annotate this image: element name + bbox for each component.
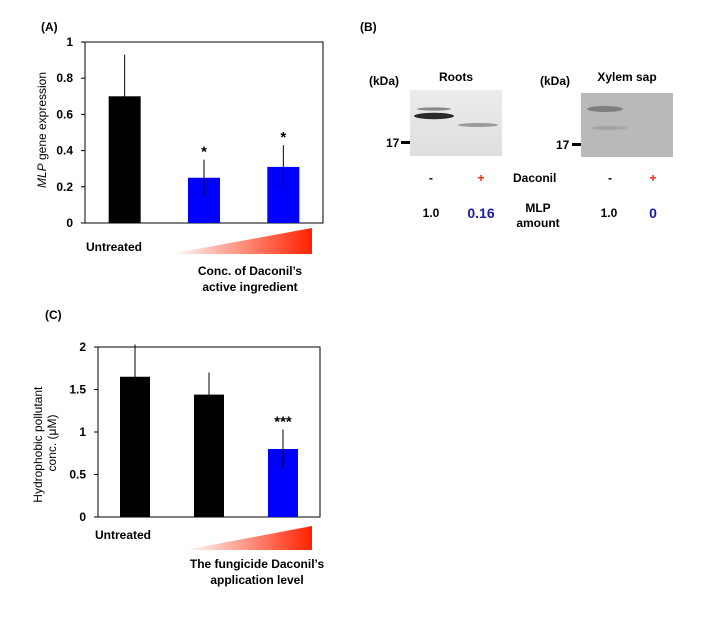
chart-a-ytick-label: 0.8 bbox=[56, 71, 73, 85]
chart-a-ytick-label: 0 bbox=[66, 216, 73, 230]
lane-plus-xylem: + bbox=[649, 171, 657, 185]
amount-plus-roots: 0.16 bbox=[467, 205, 495, 221]
chart-a-gradient-wedge bbox=[170, 228, 312, 254]
kda-label-xylem: (kDa) bbox=[540, 74, 571, 88]
lane-minus-roots: - bbox=[429, 171, 433, 185]
lane-plus-roots: + bbox=[477, 171, 485, 185]
panel-c-label: (C) bbox=[45, 308, 62, 322]
chart-a: 0 0.2 0.4 0.6 0.8 1 * * MLP gene expression Unt… bbox=[35, 35, 324, 294]
chart-c-ytick-label: 0.5 bbox=[69, 468, 86, 482]
panel-b-label: (B) bbox=[360, 20, 377, 34]
chart-c-ylabel: Hydrophobic pollutant conc. (μM) bbox=[31, 383, 59, 502]
chart-a-untreated-label: Untreated bbox=[86, 240, 142, 254]
blot-title-roots: Roots bbox=[439, 70, 473, 84]
marker-tick-roots bbox=[401, 141, 411, 144]
marker-17-roots: 17 bbox=[386, 136, 400, 150]
chart-a-caption-line1: Conc. of Daconil’s bbox=[198, 264, 303, 278]
chart-c: 0 0.5 1 1.5 2 *** Hydrophobic pollutant conc.… bbox=[31, 340, 325, 587]
blot-title-xylem: Xylem sap bbox=[597, 70, 657, 84]
chart-c-untreated-label: Untreated bbox=[95, 528, 151, 542]
row-label-mlp: MLP bbox=[525, 201, 551, 215]
lane-minus-xylem: - bbox=[608, 171, 612, 185]
chart-a-ytick-label: 0.4 bbox=[56, 144, 73, 158]
chart-a-ytick-label: 0.2 bbox=[56, 180, 73, 194]
chart-c-ytick-label: 1.5 bbox=[69, 383, 86, 397]
chart-a-caption-line2: active ingredient bbox=[202, 280, 297, 294]
amount-minus-xylem: 1.0 bbox=[600, 206, 618, 220]
marker-tick-xylem bbox=[572, 143, 582, 146]
panel-a-label: (A) bbox=[41, 20, 58, 34]
chart-a-significance-2: * bbox=[201, 144, 207, 161]
row-label-mlp-amount: MLP amount bbox=[508, 201, 568, 231]
row-label-daconil: Daconil bbox=[513, 171, 557, 185]
chart-c-caption-line1: The fungicide Daconil’s bbox=[190, 557, 325, 571]
chart-a-ytick-label: 1 bbox=[66, 35, 73, 49]
chart-c-ytick-label: 2 bbox=[79, 340, 86, 354]
kda-label-roots: (kDa) bbox=[369, 74, 400, 88]
blot-image-roots bbox=[410, 90, 502, 156]
chart-a-ylabel: MLP gene expression bbox=[35, 72, 49, 188]
chart-c-ytick-label: 1 bbox=[79, 425, 86, 439]
row-label-amount: amount bbox=[516, 216, 560, 230]
chart-c-ytick-label: 0 bbox=[79, 510, 86, 524]
blot-image-xylem bbox=[581, 93, 673, 157]
amount-minus-roots: 1.0 bbox=[422, 206, 440, 220]
chart-c-gradient-wedge bbox=[185, 526, 312, 550]
chart-c-caption-line2: application level bbox=[210, 573, 303, 587]
chart-a-ytick-label: 0.6 bbox=[56, 107, 73, 121]
amount-plus-xylem: 0 bbox=[649, 205, 657, 221]
chart-c-significance-3: *** bbox=[274, 413, 292, 430]
marker-17-xylem: 17 bbox=[556, 138, 570, 152]
chart-a-significance-3: * bbox=[280, 129, 286, 146]
